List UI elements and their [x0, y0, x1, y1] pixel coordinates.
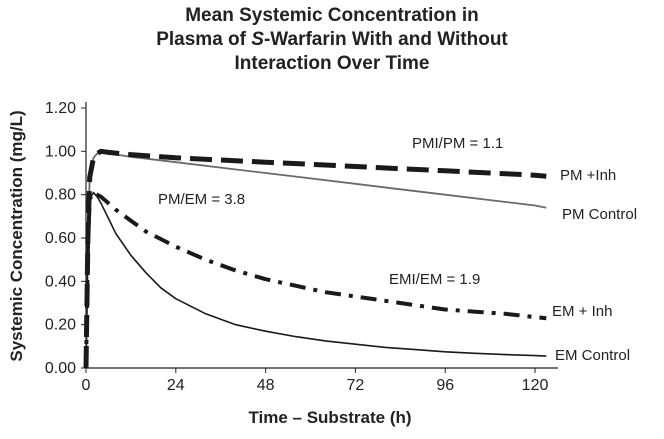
y-tick-label: 1.20 — [45, 100, 76, 117]
chart-title-line: Plasma of S-Warfarin With and Without — [156, 29, 508, 50]
series-label: PM Control — [562, 206, 637, 223]
y-axis-title-group: Systemic Concentration (mg/L) — [7, 110, 26, 361]
x-tick-label: 96 — [436, 377, 454, 394]
y-tick-label: 0.40 — [45, 273, 76, 290]
x-tick-label: 72 — [347, 377, 365, 394]
axes: 0.00 0.20 0.40 0.60 0.80 1.00 1.20 0 24 48 72 96 120 — [45, 100, 558, 394]
series-line-pm-inh — [83, 148, 547, 369]
x-tick-label: 48 — [257, 377, 275, 394]
x-axis-title: Time – Substrate (h) — [248, 408, 411, 427]
x-tick-label: 24 — [167, 377, 185, 394]
ratio-annotation: PMI/PM = 1.1 — [412, 135, 503, 152]
x-tick-label: 120 — [522, 377, 549, 394]
y-tick-label: 0.80 — [45, 187, 76, 204]
ratio-annotation: EMI/EM = 1.9 — [389, 271, 480, 288]
y-tick-label: 0.20 — [45, 317, 76, 334]
y-axis-title: Systemic Concentration (mg/L) — [7, 110, 26, 361]
annotations: PMI/PM = 1.1 PM/EM = 3.8 EMI/EM = 1.9 — [158, 135, 503, 288]
series-label: EM Control — [555, 347, 630, 364]
series-label: PM +Inh — [560, 167, 616, 184]
chart-title-line: Mean Systemic Concentration in — [185, 5, 479, 26]
chart-title-line: Interaction Over Time — [235, 53, 430, 74]
chart-title: Mean Systemic Concentration in Plasma of … — [156, 5, 508, 74]
series-labels: PM +Inh PM Control EM + Inh EM Control — [552, 167, 637, 364]
y-tick-label: 0.60 — [45, 230, 76, 247]
x-tick-label: 0 — [82, 377, 91, 394]
ratio-annotation: PM/EM = 3.8 — [158, 191, 245, 208]
y-tick-label: 0.00 — [45, 360, 76, 377]
series-label: EM + Inh — [552, 303, 612, 320]
y-tick-label: 1.00 — [45, 143, 76, 160]
series-lines — [83, 148, 547, 369]
series-line-em-control — [85, 191, 547, 369]
series-line-em-inh — [84, 190, 547, 369]
series-line-pm-control — [85, 150, 547, 369]
